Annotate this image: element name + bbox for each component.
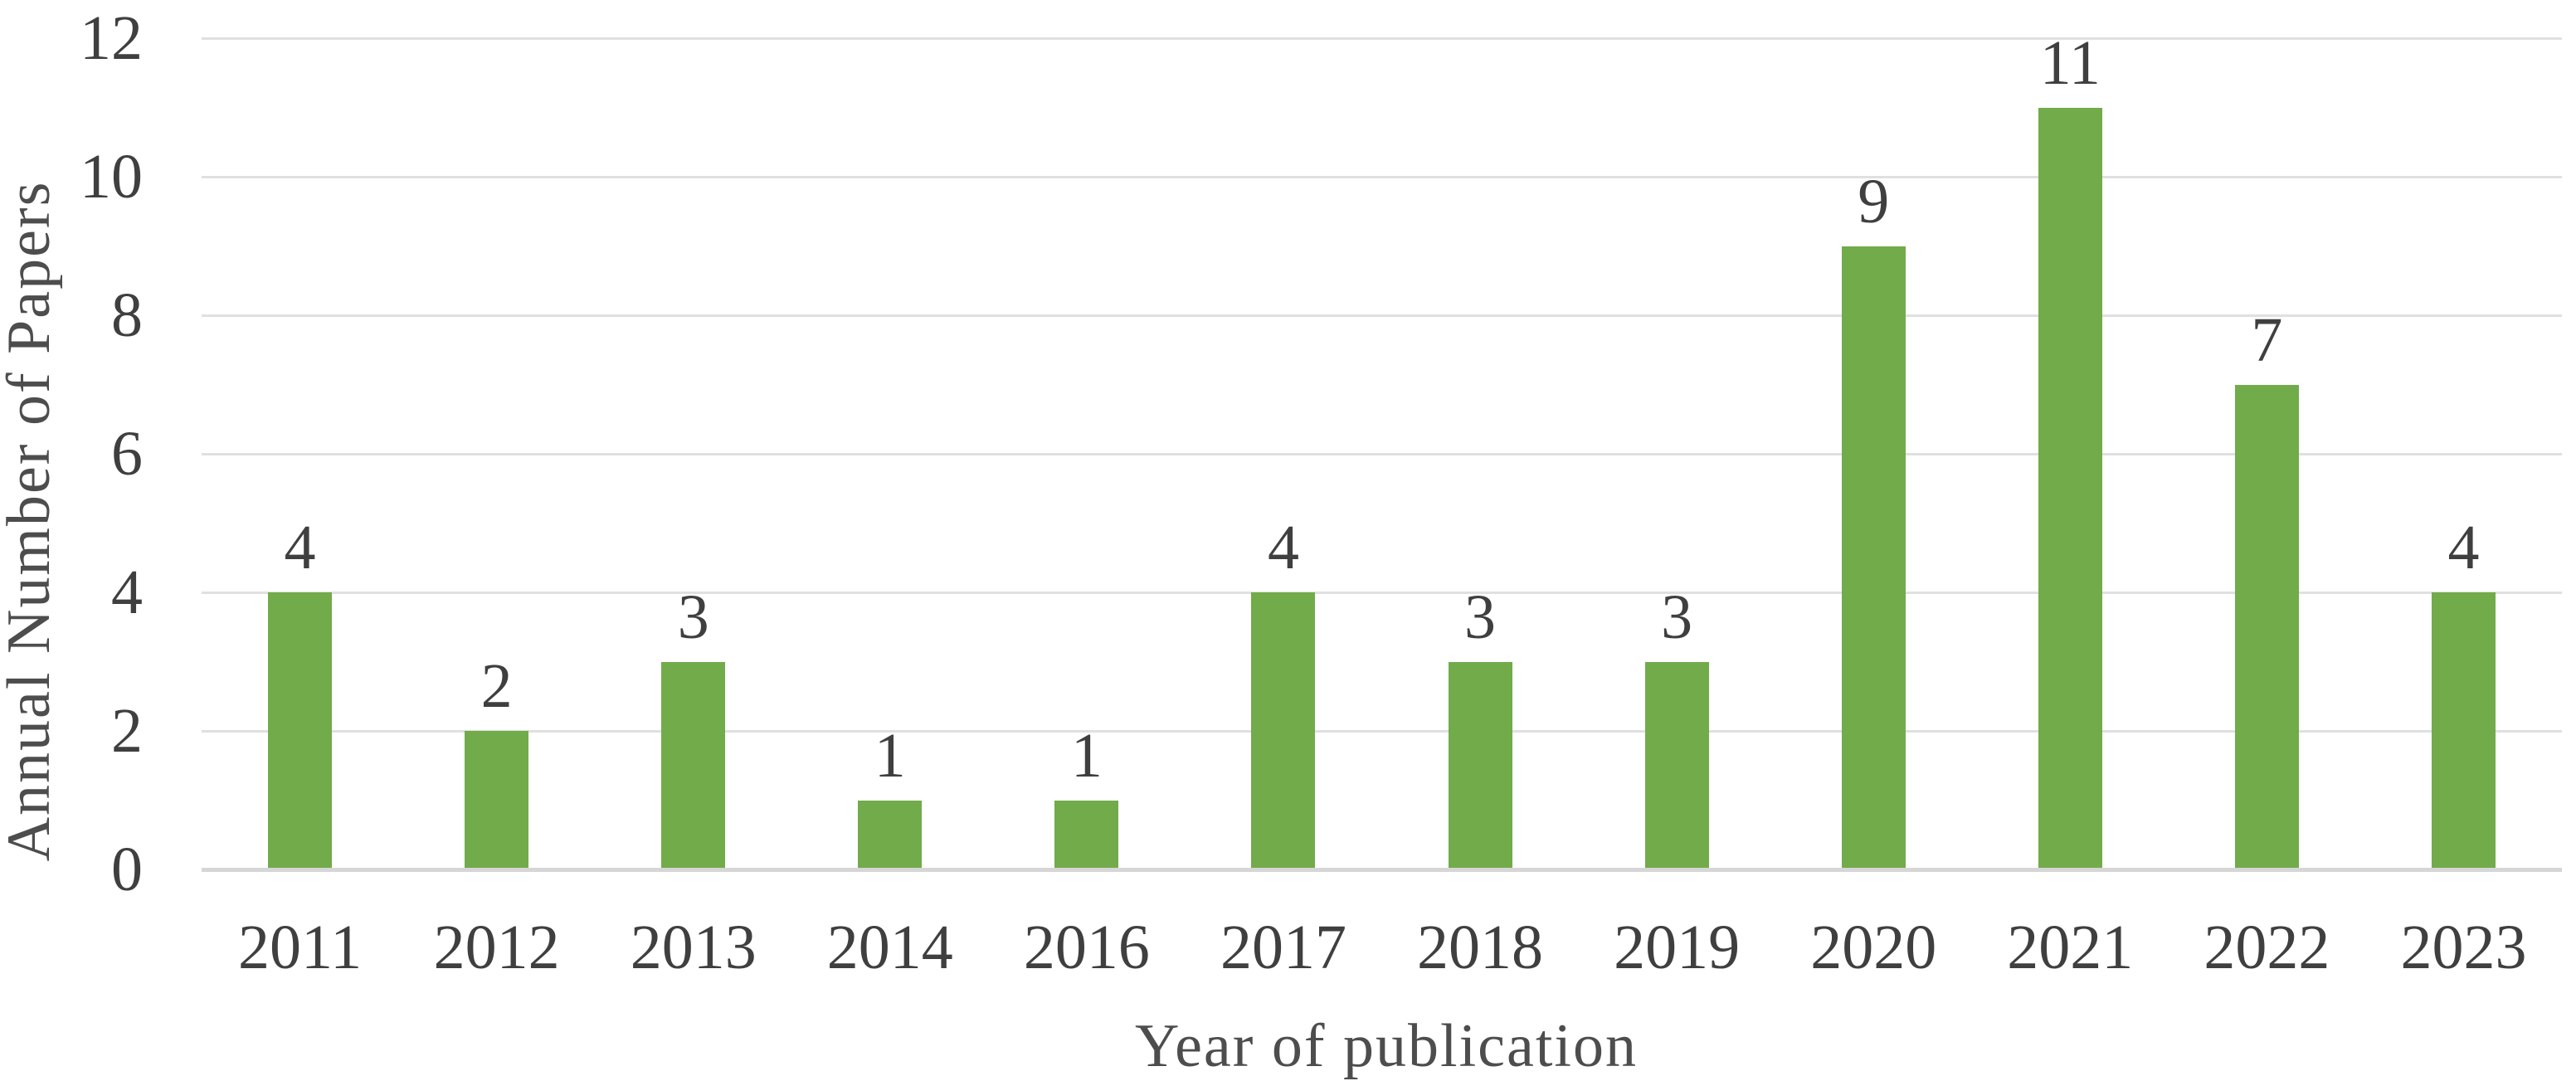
- bar-2020: [1841, 246, 1906, 868]
- bar-value-label-2019: 3: [1661, 582, 1693, 652]
- y-tick-label-0: 0: [111, 835, 143, 904]
- x-tick-label-2018: 2018: [1417, 913, 1544, 982]
- y-tick-label-6: 6: [111, 419, 143, 489]
- y-tick-label-12: 12: [80, 3, 143, 73]
- gridline-0: [202, 868, 2562, 872]
- x-tick-label-2013: 2013: [630, 913, 757, 982]
- bar-2022: [2234, 384, 2299, 868]
- gridline-8: [202, 314, 2562, 317]
- bar-2013: [661, 661, 726, 868]
- bar-2011: [268, 592, 333, 868]
- x-tick-label-2023: 2023: [2400, 913, 2527, 982]
- bar-value-label-2021: 11: [2039, 27, 2101, 98]
- bar-2012: [465, 731, 529, 868]
- x-tick-label-2014: 2014: [826, 913, 953, 982]
- x-tick-label-2012: 2012: [433, 913, 560, 982]
- x-tick-label-2016: 2016: [1023, 913, 1150, 982]
- y-tick-label-8: 8: [111, 280, 143, 350]
- bar-value-label-2018: 3: [1464, 582, 1497, 652]
- x-tick-label-2017: 2017: [1220, 913, 1346, 982]
- gridline-4: [202, 592, 2562, 594]
- bar-value-label-2020: 9: [1858, 166, 1890, 236]
- bar-2023: [2431, 592, 2496, 868]
- bar-value-label-2023: 4: [2447, 513, 2480, 582]
- x-tick-label-2011: 2011: [237, 913, 363, 982]
- x-tick-label-2022: 2022: [2203, 913, 2330, 982]
- bar-value-label-2022: 7: [2251, 304, 2283, 375]
- bar-value-label-2013: 3: [677, 582, 709, 652]
- x-axis-title: Year of publication: [1135, 1012, 1638, 1080]
- bar-2021: [2038, 107, 2102, 868]
- y-tick-label-2: 2: [111, 696, 143, 766]
- y-axis-title: Annual Number of Papers: [0, 180, 63, 862]
- bar-2018: [1448, 661, 1512, 868]
- gridline-12: [202, 37, 2562, 40]
- bar-2016: [1054, 800, 1119, 868]
- bar-2019: [1644, 661, 1709, 868]
- gridline-10: [202, 176, 2562, 178]
- gridline-6: [202, 453, 2562, 455]
- y-tick-label-10: 10: [80, 142, 143, 212]
- x-tick-label-2021: 2021: [2007, 913, 2134, 982]
- y-tick-label-4: 4: [111, 558, 143, 627]
- bar-value-label-2014: 1: [874, 720, 906, 791]
- gridline-2: [202, 730, 2562, 733]
- bar-value-label-2017: 4: [1267, 513, 1299, 582]
- x-tick-label-2019: 2019: [1614, 913, 1741, 982]
- bar-value-label-2011: 4: [284, 513, 316, 582]
- bar-2014: [858, 800, 923, 868]
- x-tick-label-2020: 2020: [1810, 913, 1937, 982]
- bar-value-label-2012: 2: [480, 651, 513, 721]
- bar-value-label-2016: 1: [1070, 720, 1103, 791]
- bar-2017: [1251, 592, 1316, 868]
